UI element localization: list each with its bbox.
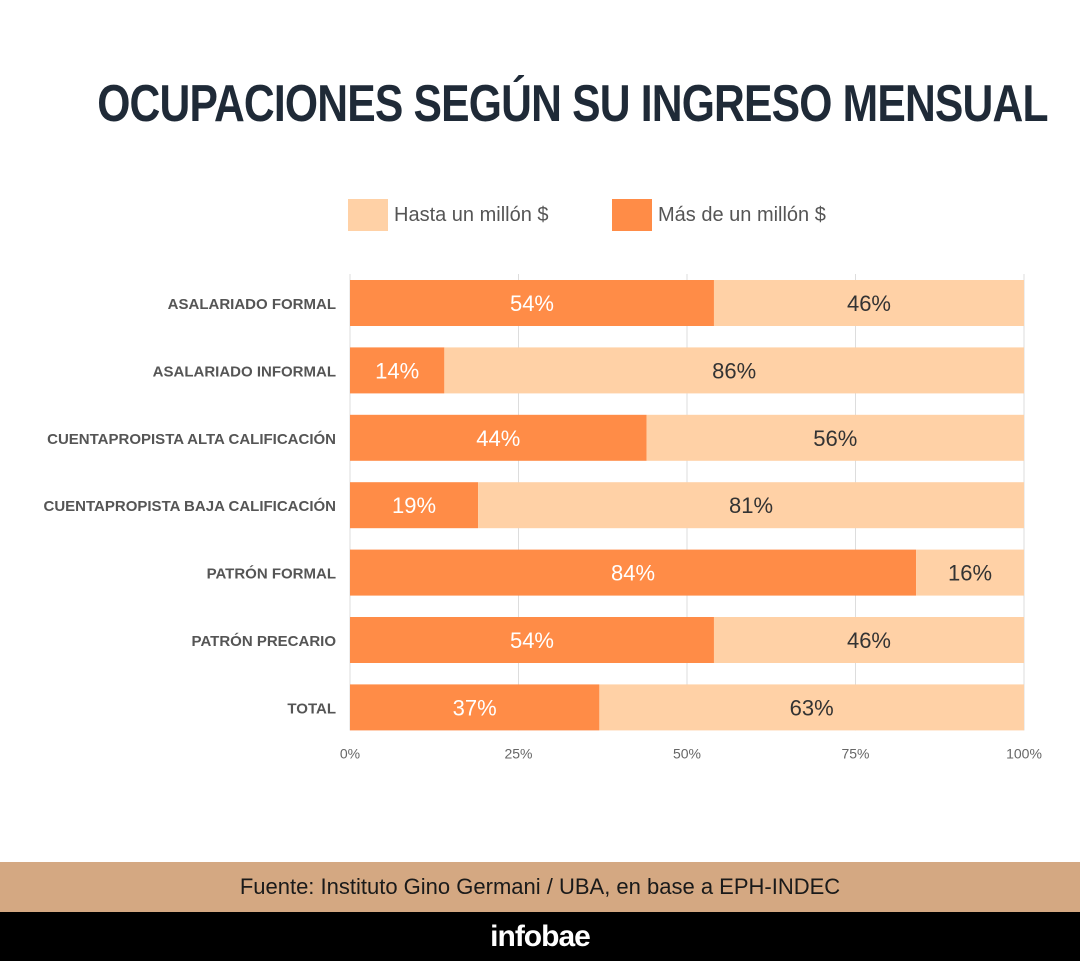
legend-swatch-mas xyxy=(612,199,652,231)
category-label: PATRÓN FORMAL xyxy=(207,565,336,583)
bar-segment xyxy=(599,684,1024,731)
legend-item-hasta: Hasta un millón $ xyxy=(348,198,549,232)
bar-segment xyxy=(350,617,714,663)
data-label: 46% xyxy=(847,291,891,316)
data-label: 81% xyxy=(729,493,773,518)
data-label: 54% xyxy=(510,291,554,316)
bar-segment xyxy=(350,280,714,326)
bar-segment xyxy=(478,482,1024,529)
data-label: 37% xyxy=(453,695,497,720)
legend-label-hasta: Hasta un millón $ xyxy=(394,203,549,226)
x-tick-label: 0% xyxy=(340,745,360,761)
category-label: TOTAL xyxy=(287,700,336,717)
data-label: 16% xyxy=(948,561,992,586)
legend: Hasta un millón $ Más de un millón $ xyxy=(0,198,1080,232)
bar-segment xyxy=(350,347,445,394)
category-label: ASALARIADO FORMAL xyxy=(168,296,336,313)
data-label: 56% xyxy=(813,426,857,451)
bar-segment xyxy=(350,482,479,529)
bar-segment xyxy=(916,549,1024,596)
data-label: 19% xyxy=(392,493,436,518)
chart-title: OCUPACIONES SEGÚN SU INGRESO MENSUAL xyxy=(97,75,1048,133)
data-label: 46% xyxy=(847,628,891,653)
source-note: Fuente: Instituto Gino Germani / UBA, en… xyxy=(0,862,1080,912)
x-tick-label: 100% xyxy=(1006,745,1042,761)
data-label: 86% xyxy=(712,358,756,383)
bar-segment xyxy=(350,414,647,461)
x-tick-label: 75% xyxy=(841,745,869,761)
bar-segment xyxy=(713,617,1024,663)
data-label: 54% xyxy=(510,628,554,653)
data-label: 63% xyxy=(790,695,834,720)
brand-logo: infobae xyxy=(0,912,1080,961)
bar-segment xyxy=(350,549,917,596)
bar-segment xyxy=(713,280,1024,326)
legend-swatch-hasta xyxy=(348,199,388,231)
bar-segment xyxy=(350,684,600,731)
x-tick-label: 50% xyxy=(673,745,701,761)
legend-label-mas: Más de un millón $ xyxy=(658,203,826,226)
data-label: 14% xyxy=(375,358,419,383)
bar-segment xyxy=(646,414,1024,461)
category-label: PATRÓN PRECARIO xyxy=(192,632,337,650)
category-label: CUENTAPROPISTA BAJA CALIFICACIÓN xyxy=(44,497,337,515)
bar-segment xyxy=(444,347,1024,394)
bar-chart: 0% 25% 50% 75% 100% ASALARIADO FORMAL 54% 46% AS… xyxy=(44,274,1042,761)
category-label: CUENTAPROPISTA ALTA CALIFICACIÓN xyxy=(47,430,336,448)
data-label: 84% xyxy=(611,561,655,586)
legend-item-mas: Más de un millón $ xyxy=(612,198,826,232)
data-label: 44% xyxy=(476,426,520,451)
category-label: ASALARIADO INFORMAL xyxy=(153,363,336,380)
x-tick-label: 25% xyxy=(504,745,532,761)
